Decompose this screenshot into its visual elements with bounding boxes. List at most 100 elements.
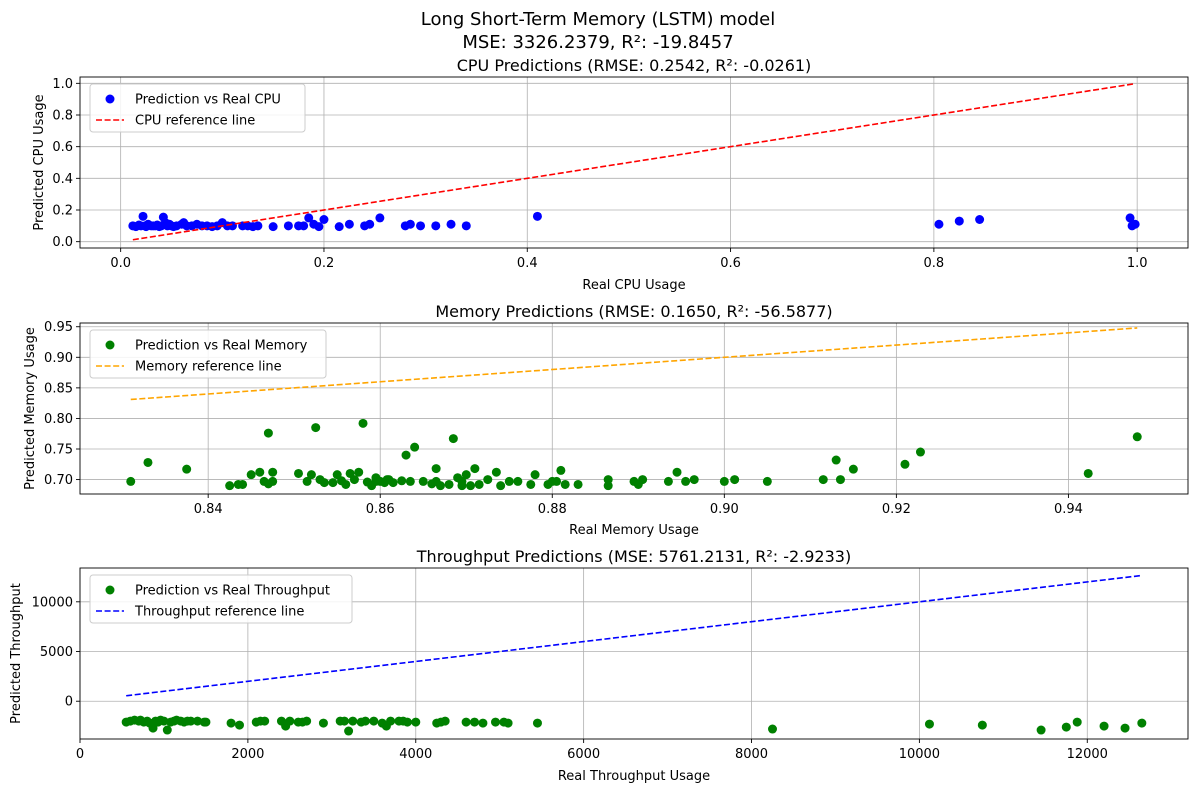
axes-frame [79,567,1189,740]
y-tick-label: 0.90 [44,351,73,366]
legend-label: Throughput reference line [134,605,304,620]
y-axis-label: Predicted Throughput [9,583,24,724]
x-tick-label: 0.88 [538,502,567,517]
data-point [444,479,454,489]
legend: Prediction vs Real CPU CPU reference line [89,83,306,133]
data-point [397,476,407,486]
data-point [268,467,278,477]
data-point [193,716,203,726]
y-tick-label: 0.2 [52,204,73,219]
data-point [977,720,987,730]
data-point [915,447,925,457]
legend: Prediction vs Real Memory Memory referenc… [89,329,327,379]
data-point [339,716,349,726]
data-point [1061,722,1071,732]
x-tick-label: 0.8 [924,256,945,271]
figure-title-line1: Long Short-Term Memory (LSTM) model [421,9,776,30]
x-tick-label: 0.94 [1054,502,1083,517]
y-axis-label: Predicted Memory Usage [23,327,38,490]
data-point [344,726,354,736]
data-point [934,219,944,229]
data-point [530,470,540,480]
data-point [681,476,691,486]
data-point [719,476,729,486]
data-point [532,211,542,221]
data-point [457,481,467,491]
data-point [311,423,321,433]
data-point [431,464,441,474]
legend-box [89,83,306,133]
chart-title: Memory Predictions (RMSE: 0.1650, R²: -5… [435,302,832,321]
reference-line [130,327,1138,401]
data-point [302,716,312,726]
data-point [1130,219,1140,229]
data-point [924,719,934,729]
data-point [341,479,351,489]
legend-box [89,574,353,624]
x-tick-label: 0.0 [110,256,131,271]
data-point [348,716,358,726]
x-axis-label: Real Throughput Usage [558,769,710,784]
data-point [225,481,235,491]
data-point [255,467,265,477]
data-point [461,470,471,480]
legend-label: Prediction vs Real CPU [135,93,281,108]
data-point [186,716,196,726]
x-tick-label: 1.0 [1127,256,1148,271]
data-point [461,221,471,231]
legend-box [89,329,327,379]
data-point [162,725,172,735]
data-point [365,219,375,229]
data-point [818,475,828,485]
data-point [848,464,858,474]
data-point [560,479,570,489]
data-point [466,481,476,491]
x-tick-label: 0.84 [194,502,223,517]
x-tick-label: 0.90 [710,502,739,517]
y-tick-label: 0.8 [52,109,73,124]
data-point [1125,213,1135,223]
legend-marker [105,94,115,104]
data-point [304,213,314,223]
data-point [260,716,270,726]
chart-title: CPU Predictions (RMSE: 0.2542, R²: -0.02… [457,56,812,75]
y-tick-label: 1.0 [52,77,73,92]
axes-frame [79,322,1189,495]
x-tick-label: 4000 [399,747,432,762]
x-tick-label: 0.2 [314,256,335,271]
data-point [268,222,278,232]
legend: Prediction vs Real Throughput Throughput … [89,574,353,624]
data-point [253,221,263,231]
data-point [762,476,772,486]
legend-label: Prediction vs Real Memory [135,339,308,354]
chart-title: Throughput Predictions (MSE: 5761.2131, … [416,547,851,566]
x-tick-label: 0 [76,747,84,762]
data-point [431,221,441,231]
data-point [299,221,309,231]
data-point [440,716,450,726]
y-tick-label: 0.85 [44,381,73,396]
data-point [483,475,493,485]
data-point [319,478,329,488]
x-tick-label: 12000 [1067,747,1108,762]
data-point [375,213,385,223]
x-tick-label: 0.92 [882,502,911,517]
x-tick-label: 10000 [899,747,940,762]
data-point [513,476,523,486]
data-point [1036,725,1046,735]
y-tick-label: 0.70 [44,473,73,488]
reference-line [132,82,1136,241]
data-point [314,222,324,232]
data-point [226,718,236,728]
data-point [294,468,304,478]
x-tick-label: 0.4 [517,256,538,271]
data-point [344,219,354,229]
data-point [478,718,488,728]
chart-1: CPU Predictions (RMSE: 0.2542, R²: -0.02… [32,56,1189,293]
x-tick-label: 8000 [735,747,768,762]
x-tick-label: 0.86 [366,502,395,517]
legend-marker [105,340,115,350]
data-point [148,723,158,733]
axes-frame [79,76,1189,249]
